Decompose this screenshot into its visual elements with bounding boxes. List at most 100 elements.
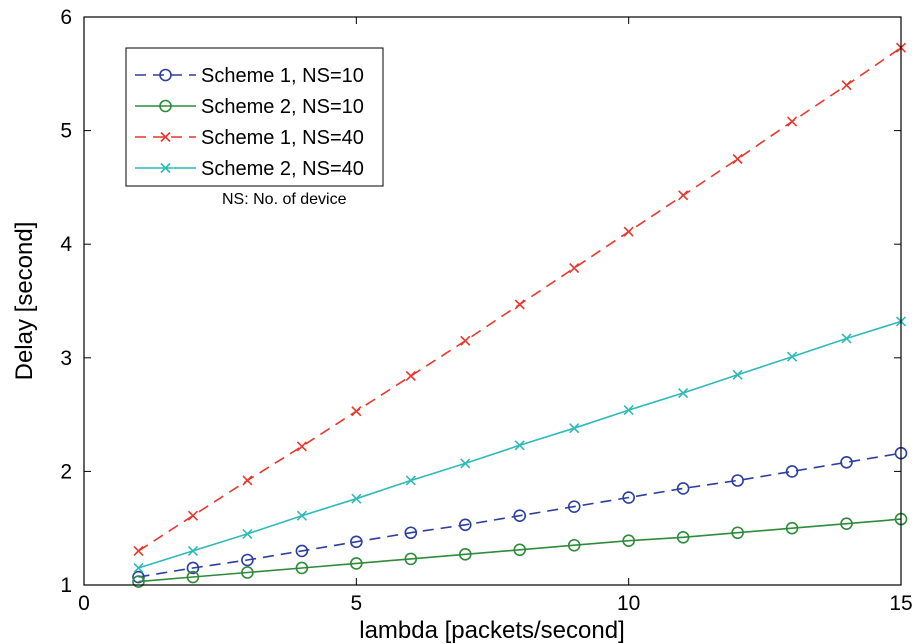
series-1-point-4 — [350, 557, 363, 570]
x-tick-label-2: 10 — [617, 592, 640, 615]
plot-frame — [83, 16, 902, 586]
series-0-point-11 — [731, 474, 744, 487]
series-1-point-5 — [404, 552, 418, 566]
series-2-point-2 — [242, 475, 253, 486]
series-2-point-4 — [351, 406, 362, 417]
legend-marker-3 — [160, 162, 171, 174]
series-1-point-10 — [676, 530, 690, 544]
series-3-point-5-stroke-b — [405, 475, 416, 486]
series-3-point-9-stroke-b — [623, 404, 634, 416]
series-3-point-3-stroke-b — [296, 510, 307, 521]
series-2-point-3 — [296, 441, 307, 452]
series-3-point-8-stroke-b — [569, 423, 580, 434]
series-0-point-12 — [785, 465, 799, 478]
legend-marker-2 — [160, 131, 171, 143]
series-0-point-7 — [513, 509, 527, 523]
x-tick-label-1: 5 — [350, 592, 362, 615]
legend-marker-2-stroke-b — [160, 131, 171, 143]
series-3-point-0 — [133, 562, 144, 574]
annotation-note: NS: No. of device — [222, 191, 347, 208]
legend-label-1: Scheme 2, NS=10 — [201, 96, 364, 118]
legend-marker-1 — [159, 99, 172, 113]
series-3-point-10-stroke-b — [678, 387, 689, 399]
series-2-point-1 — [187, 510, 198, 521]
series-3-point-9 — [623, 404, 634, 416]
y-tick-label-1: 2 — [60, 460, 72, 483]
series-3-point-11-stroke-b — [732, 369, 743, 380]
series-line-0 — [138, 452, 902, 578]
legend-label-3: Scheme 2, NS=40 — [201, 158, 364, 180]
series-2-point-7-stroke-b — [514, 299, 525, 310]
y-tick-label-0: 1 — [60, 574, 72, 597]
series-2-point-10-stroke-b — [678, 190, 689, 201]
series-3-point-2-stroke-b — [242, 528, 253, 539]
series-2-point-0 — [133, 545, 144, 556]
series-3-point-7-stroke-b — [514, 440, 525, 451]
y-tick-label-5: 6 — [60, 6, 72, 29]
series-2-point-4-stroke-b — [351, 406, 362, 417]
series-2-point-5-stroke-b — [405, 370, 416, 382]
series-3-point-4-stroke-b — [351, 493, 362, 504]
series-3-point-4 — [351, 493, 362, 504]
series-0-point-2 — [241, 553, 254, 567]
series-0-point-1 — [186, 561, 200, 575]
series-0-point-0 — [132, 570, 145, 584]
series-2-point-6-stroke-b — [460, 335, 471, 346]
series-3-point-3 — [296, 510, 307, 521]
series-1-point-12 — [785, 521, 799, 535]
y-tick-label-4: 5 — [60, 120, 72, 143]
legend-marker-0 — [159, 68, 172, 82]
legend-label-2: Scheme 1, NS=40 — [201, 127, 364, 149]
series-1-point-0 — [132, 575, 145, 588]
series-2-point-13 — [841, 80, 852, 91]
series-1-point-3 — [295, 561, 309, 575]
series-1-point-8 — [567, 538, 581, 552]
x-tick-label-3: 15 — [889, 592, 912, 615]
series-0-point-5 — [404, 526, 418, 540]
series-0-point-10 — [676, 482, 690, 495]
series-0-point-13 — [840, 456, 853, 469]
series-3-point-13-stroke-b — [841, 333, 852, 344]
series-0-point-8 — [567, 500, 581, 513]
series-layer — [132, 42, 908, 588]
series-0-point-4 — [350, 535, 363, 549]
series-1-point-6 — [458, 548, 472, 561]
x-tick-label-0: 0 — [78, 592, 90, 615]
series-3-point-1 — [187, 545, 198, 556]
ticks-layer: 0 5 10 15 1 2 3 4 5 6 — [60, 6, 912, 615]
series-3-point-6 — [460, 458, 471, 469]
series-3-point-12-stroke-b — [787, 351, 798, 362]
series-2-point-5 — [405, 370, 416, 382]
series-3-point-13 — [841, 333, 852, 344]
series-3-point-10 — [678, 387, 689, 399]
x-axis-title: lambda [packets/second] — [359, 617, 625, 644]
series-2-point-9-stroke-b — [623, 226, 634, 237]
legend: Scheme 1, NS=10 Scheme 2, NS=10 Scheme 1, … — [125, 47, 384, 187]
series-1-point-13 — [840, 517, 853, 530]
series-3-point-0-stroke-b — [133, 562, 144, 574]
series-3-point-1-stroke-b — [187, 545, 198, 556]
y-tick-label-3: 4 — [60, 233, 72, 256]
series-2-point-10 — [678, 190, 689, 201]
series-3-point-11 — [732, 369, 743, 380]
series-1-point-2 — [241, 566, 254, 579]
y-axis-title: Delay [second] — [11, 222, 38, 381]
series-2-point-11-stroke-b — [732, 153, 743, 165]
series-3-point-2 — [242, 528, 253, 539]
series-2-point-8 — [569, 262, 580, 274]
legend-label-0: Scheme 1, NS=10 — [201, 65, 364, 87]
series-2-point-9 — [623, 226, 634, 237]
series-2-point-2-stroke-b — [242, 475, 253, 486]
series-3-point-12 — [787, 351, 798, 362]
series-2-point-12 — [787, 116, 798, 127]
series-2-point-6 — [460, 335, 471, 346]
series-2-point-3-stroke-b — [296, 441, 307, 452]
series-line-1 — [138, 518, 902, 583]
series-3-point-5 — [405, 475, 416, 486]
series-1-point-9 — [622, 534, 635, 547]
series-0-point-9 — [622, 491, 635, 504]
series-0-point-3 — [295, 544, 309, 558]
series-2-point-0-stroke-b — [133, 545, 144, 556]
series-2-point-13-stroke-b — [841, 80, 852, 91]
